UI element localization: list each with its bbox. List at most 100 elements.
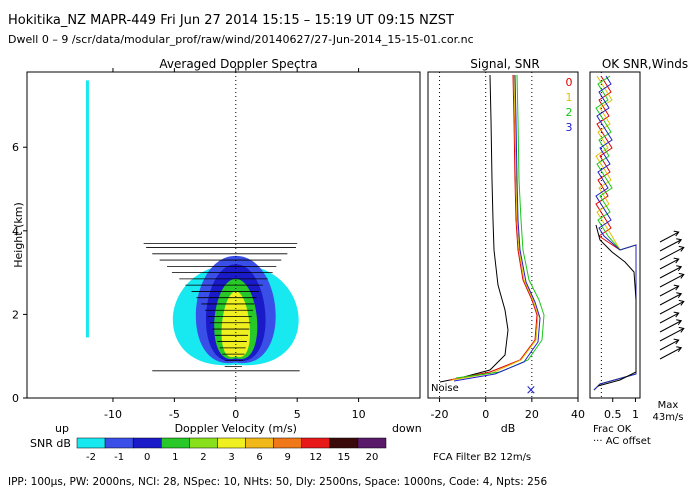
wind-arrow xyxy=(659,285,679,297)
frac-ok-trace-2 xyxy=(593,75,637,391)
wind-arrow-head xyxy=(678,299,685,306)
wind-arrow xyxy=(659,347,682,360)
wind-arrow-head xyxy=(678,272,685,279)
frac-ok-frame xyxy=(589,71,641,399)
spectra-up-label: up xyxy=(55,422,69,435)
legend-entry-0: 0 xyxy=(566,76,573,89)
colorbar-tick-label: 20 xyxy=(366,452,379,463)
colorbar-tick-label: -2 xyxy=(86,452,96,463)
header-title: Hokitika_NZ MAPR-449 Fri Jun 27 2014 15:… xyxy=(8,13,454,28)
spectra-y-tick-label: 0 xyxy=(12,392,19,405)
snr-trace-3 xyxy=(453,74,541,382)
colorbar-tick-label: -1 xyxy=(114,452,124,463)
spectra-down-label: down xyxy=(392,422,422,435)
footer-parameters: IPP: 100µs, PW: 2000ns, NCI: 28, NSpec: … xyxy=(8,476,548,488)
colorbar-swatch xyxy=(357,437,387,449)
snr-title: Signal, SNR xyxy=(470,57,539,71)
spectra-strip-cyan xyxy=(85,80,89,338)
colorbar-tick-label: 0 xyxy=(144,452,150,463)
ac-offset-label: ··· AC offset xyxy=(593,436,651,447)
header-dwell-path: Dwell 0 – 9 /scr/data/modular_prof/raw/w… xyxy=(8,33,474,46)
spectra-title: Averaged Doppler Spectra xyxy=(159,57,317,71)
colorbar-swatch xyxy=(273,437,302,449)
spectra-x-label: Doppler Velocity (m/s) xyxy=(175,422,297,435)
wind-arrow xyxy=(659,266,682,279)
snr-frame xyxy=(427,71,579,399)
wind-arrow-head xyxy=(678,326,685,333)
snr-trace-1 xyxy=(451,74,539,381)
legend-entry-2: 2 xyxy=(566,106,573,119)
snr-marker: × xyxy=(526,383,537,398)
spectra-x-tick-label: 0 xyxy=(232,408,239,421)
spectra-frame xyxy=(26,71,421,399)
wind-arrow-head xyxy=(676,292,683,299)
snr-x-tick-label: -20 xyxy=(431,408,449,421)
legend-entry-3: 3 xyxy=(566,121,573,134)
wind-arrow xyxy=(659,246,685,261)
colorbar-tick-label: 1 xyxy=(172,452,178,463)
max-label: Max xyxy=(658,400,679,411)
colorbar-tick-label: 9 xyxy=(284,452,290,463)
snr-trace-noise xyxy=(439,74,509,383)
spectra-y-tick-label: 6 xyxy=(12,141,19,154)
wind-arrow-head xyxy=(673,284,680,291)
colorbar-swatch xyxy=(301,437,331,449)
snr-trace-0 xyxy=(449,74,538,381)
colorbar-label: SNR dB xyxy=(30,437,71,450)
wind-arrow-head xyxy=(673,230,680,237)
wind-arrow xyxy=(659,293,682,306)
frac-ok-x-tick-label: 1 xyxy=(632,408,639,421)
colorbar-tick-label: 2 xyxy=(200,452,206,463)
colorbar-swatch xyxy=(76,437,106,449)
colorbar-swatch xyxy=(189,437,218,449)
snr-x-tick-label: 20 xyxy=(525,408,539,421)
wind-arrow-head xyxy=(676,238,683,245)
frac-ok-trace-0 xyxy=(593,75,637,391)
colorbar-tick-label: 15 xyxy=(337,452,350,463)
snr-x-label: dB xyxy=(501,422,516,435)
frac-ok-x-label: Frac OK xyxy=(593,424,632,435)
wind-arrow xyxy=(659,320,682,333)
legend-entry-1: 1 xyxy=(566,91,573,104)
wind-arrow xyxy=(659,231,679,243)
wind-arrow-head xyxy=(673,257,680,264)
snr-x-tick-label: 0 xyxy=(482,408,489,421)
fca-filter-label: FCA Filter B2 12m/s xyxy=(433,452,531,463)
frac-ok-x-tick-label: 0.5 xyxy=(604,408,622,421)
wind-arrow-head xyxy=(673,338,680,345)
spectra-y-label: Height (km) xyxy=(12,202,25,268)
wind-arrow xyxy=(659,339,679,351)
wind-arrow-head xyxy=(676,265,683,272)
wind-arrow xyxy=(659,273,685,288)
wind-arrow xyxy=(659,258,679,270)
spectra-x-tick-label: 5 xyxy=(294,408,301,421)
colorbar-swatch xyxy=(329,437,359,449)
spectra-x-tick-label: -10 xyxy=(104,408,122,421)
snr-x-tick-label: 40 xyxy=(571,408,585,421)
spectra-y-tick-label: 4 xyxy=(12,225,19,238)
spectra-x-tick-label: 10 xyxy=(352,408,366,421)
colorbar-swatch xyxy=(245,437,274,449)
wind-arrow-head xyxy=(676,319,683,326)
wind-arrow-head xyxy=(678,245,685,252)
max-speed-label: 43m/s xyxy=(652,412,683,423)
wind-arrow xyxy=(659,312,679,324)
noise-label: Noise xyxy=(431,383,459,394)
colorbar-swatch xyxy=(104,437,134,449)
frac-ok-trace-1 xyxy=(593,75,637,391)
colorbar-swatch xyxy=(132,437,162,449)
wind-arrow-head xyxy=(676,346,683,353)
wind-arrow xyxy=(659,239,682,252)
colorbar-tick-label: 3 xyxy=(228,452,234,463)
frac-ok-title: OK SNR,Winds xyxy=(602,57,688,71)
spectra-y-tick-label: 2 xyxy=(12,308,19,321)
colorbar-swatch xyxy=(217,437,246,449)
frac-ok-trace-black xyxy=(595,224,637,387)
colorbar-tick-label: 6 xyxy=(256,452,262,463)
wind-arrow xyxy=(659,300,685,315)
frac-ok-trace-3 xyxy=(593,75,637,391)
wind-arrow-head xyxy=(673,311,680,318)
snr-trace-2 xyxy=(455,74,545,379)
colorbar-tick-label: 12 xyxy=(309,452,322,463)
